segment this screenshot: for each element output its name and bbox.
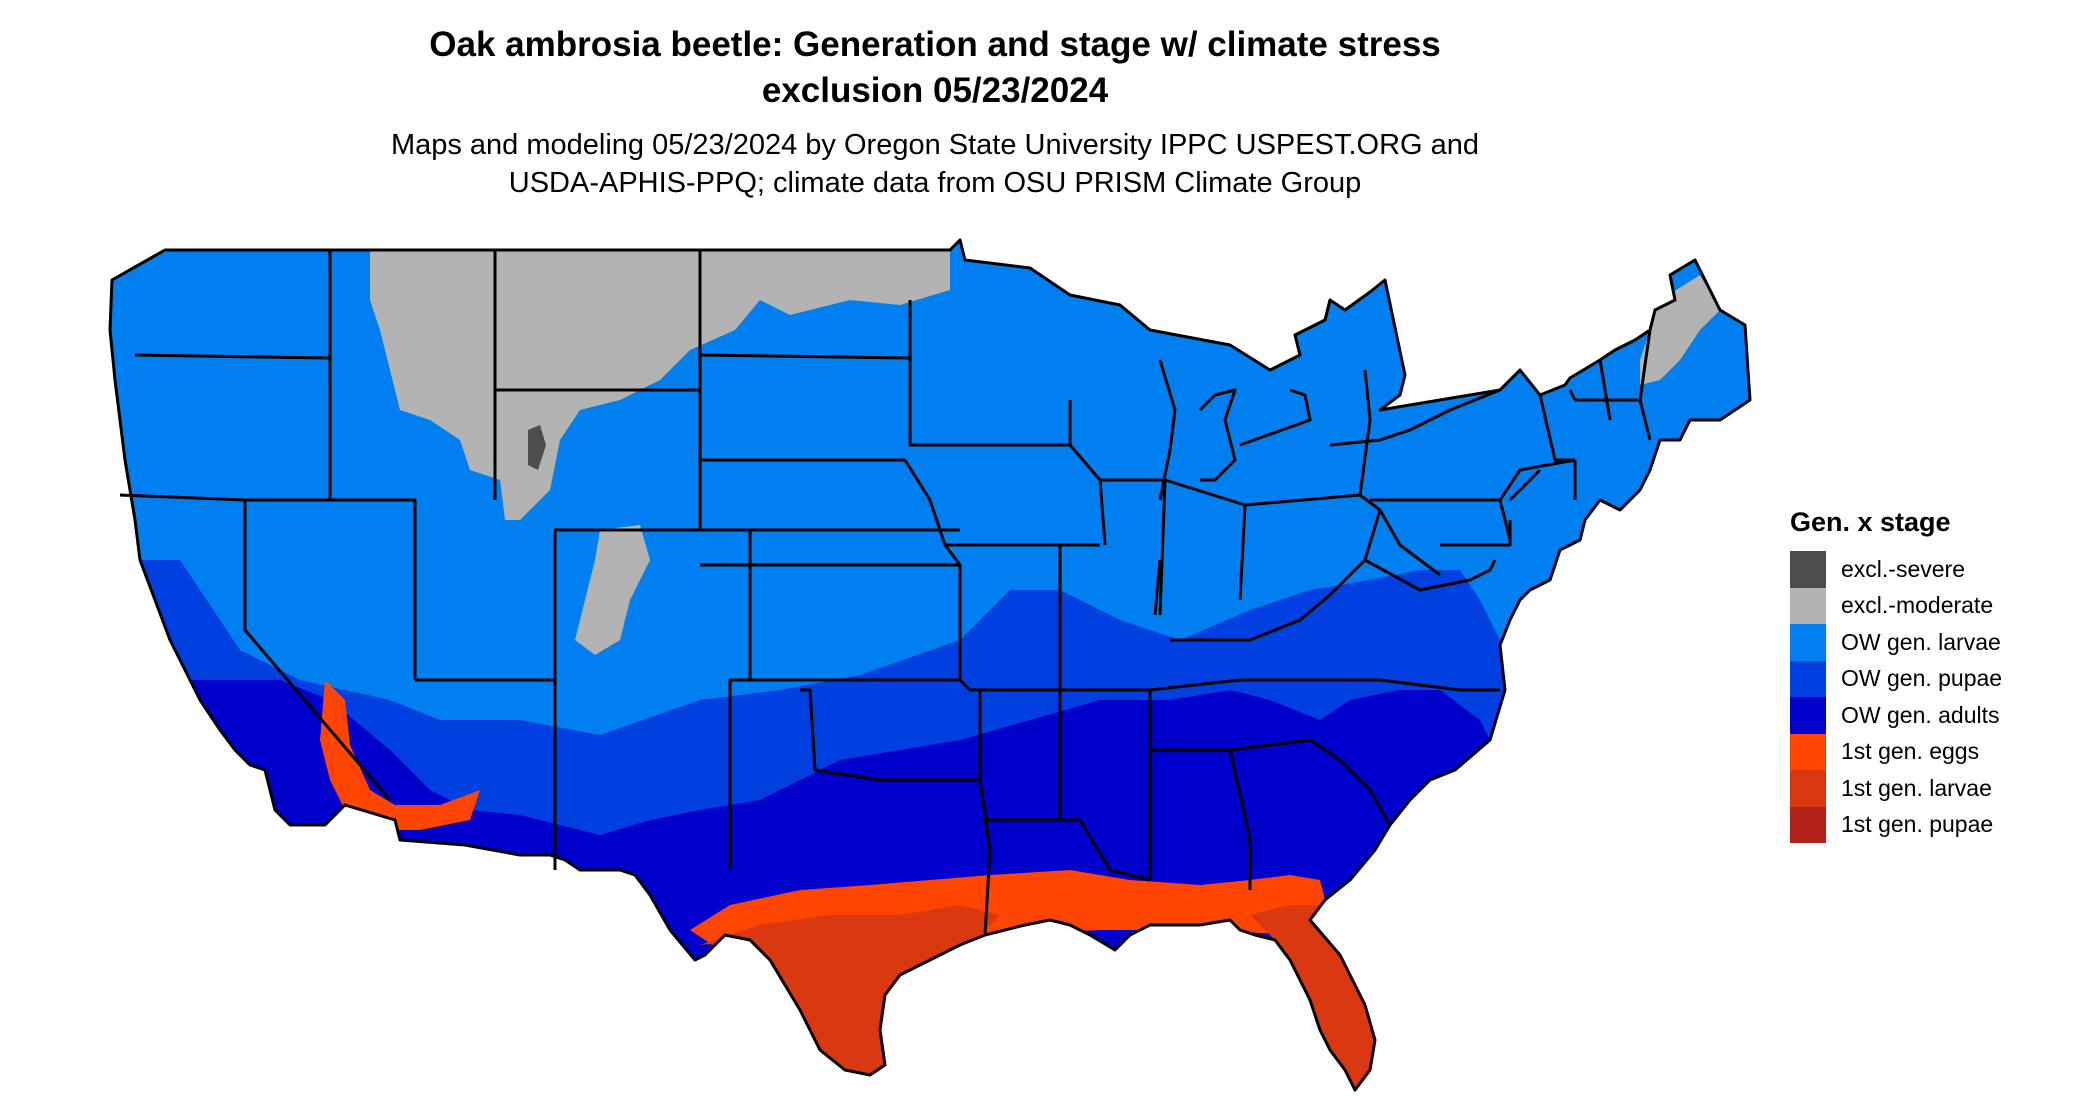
legend-label: 1st gen. larvae: [1841, 774, 1992, 801]
subtitle-line-1: Maps and modeling 05/23/2024 by Oregon S…: [390, 129, 1480, 161]
great-lakes: [1158, 359, 1501, 501]
legend-items: excl.-severe excl.-moderate OW gen. larv…: [1790, 551, 2002, 843]
west-borders: [119, 250, 960, 870]
legend-swatch: [1790, 697, 1826, 734]
us-stage-map: [108, 238, 1752, 1092]
legend-item: 1st gen. eggs: [1790, 733, 2002, 770]
zone-1st-gen-larvae-florida: [1250, 905, 1375, 1090]
legend-label: 1st gen. pupae: [1841, 811, 1994, 838]
map-title: Oak ambrosia beetle: Generation and stag…: [270, 22, 1600, 114]
zone-1st-gen-pupae-keys: [1290, 1085, 1340, 1090]
legend-label: 1st gen. eggs: [1841, 738, 1980, 765]
south-borders: [980, 678, 1500, 890]
stage-zones: [110, 240, 1750, 1090]
zone-1st-gen-larvae-texas: [700, 905, 1000, 1075]
legend-item: excl.-moderate: [1790, 587, 2002, 624]
us-outline: [108, 238, 1752, 1092]
legend-item: OW gen. adults: [1790, 697, 2002, 734]
legend-item: 1st gen. larvae: [1790, 770, 2002, 807]
legend-label: OW gen. adults: [1841, 701, 2000, 728]
legend-swatch: [1790, 587, 1826, 624]
state-borders: [108, 238, 1752, 1092]
map-legend: Gen. x stage excl.-severe excl.-moderate…: [1790, 505, 2002, 843]
east-borders: [1358, 329, 1652, 592]
legend-label: excl.-severe: [1841, 555, 1965, 582]
legend-label: OW gen. pupae: [1841, 665, 2003, 692]
zone-excl-moderate-colorado: [575, 525, 650, 655]
legend-item: OW gen. larvae: [1790, 624, 2002, 661]
legend-item: OW gen. pupae: [1790, 660, 2003, 697]
subtitle-line-2: USDA-APHIS-PPQ; climate data from OSU PR…: [508, 167, 1362, 199]
zone-1st-gen-eggs-arizona: [320, 680, 480, 830]
legend-swatch: [1790, 733, 1826, 770]
legend-swatch: [1790, 660, 1826, 697]
legend-label: OW gen. larvae: [1841, 628, 2001, 655]
zone-excl-moderate-north: [370, 240, 950, 520]
legend-swatch: [1790, 551, 1826, 588]
title-line-2: exclusion 05/23/2024: [761, 71, 1109, 110]
legend-label: excl.-moderate: [1841, 592, 1994, 619]
legend-item: 1st gen. pupae: [1790, 806, 2002, 843]
title-line-1: Oak ambrosia beetle: Generation and stag…: [429, 25, 1441, 64]
legend-swatch: [1790, 806, 1826, 843]
zone-excl-severe-wyoming: [528, 425, 546, 470]
legend-swatch: [1790, 770, 1826, 807]
map-subtitle: Maps and modeling 05/23/2024 by Oregon S…: [270, 126, 1600, 202]
legend-swatch: [1790, 624, 1826, 661]
legend-item: excl.-severe: [1790, 551, 2002, 588]
legend-title: Gen. x stage: [1790, 507, 1951, 537]
